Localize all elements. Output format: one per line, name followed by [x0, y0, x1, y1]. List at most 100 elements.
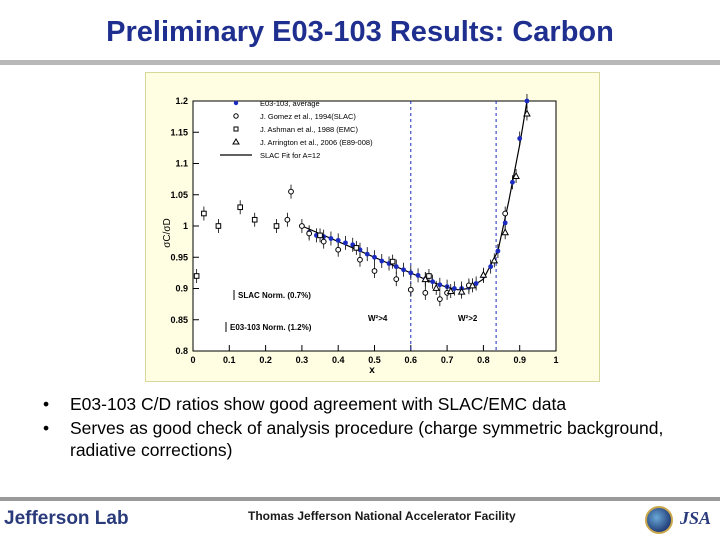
x-tick-label: 0.8 [477, 355, 490, 365]
x-tick-label: 0 [190, 355, 195, 365]
legend-label: J. Ashman et al., 1988 (EMC) [260, 125, 358, 134]
chart-annotations: SLAC Norm. (0.7%) E03-103 Norm. (1.2%) W²>… [225, 290, 478, 332]
point-slac [371, 268, 378, 274]
y-tick-label: 0.85 [170, 315, 188, 325]
legend-label: SLAC Fit for A=12 [260, 151, 320, 160]
legend-symbol [233, 126, 239, 132]
x-tick-label: 0.5 [368, 355, 381, 365]
annotation-text: W²>2 [458, 314, 478, 323]
legend-symbol [232, 138, 240, 145]
y-tick-label: 1.1 [175, 159, 188, 169]
y-tick-label: 0.8 [175, 346, 188, 356]
point-emc [389, 258, 396, 265]
point-slac [407, 286, 414, 293]
point-emc [201, 210, 207, 217]
point-slac [306, 230, 313, 237]
legend-symbol [233, 100, 239, 106]
plot-area [192, 100, 557, 352]
facility-name: Thomas Jefferson National Accelerator Fa… [248, 509, 516, 523]
bullet-item: • Serves as good check of analysis proce… [40, 417, 700, 461]
x-axis-label: x [369, 365, 375, 376]
bullet-text: Serves as good check of analysis procedu… [70, 418, 664, 460]
point-e03-103 [364, 251, 370, 257]
point-e03-103 [473, 281, 479, 286]
point-e03-103 [517, 136, 523, 141]
chart-axes [192, 100, 557, 352]
chart-legend: E03-103, average J. Gomez et al., 1994(SL… [220, 99, 373, 160]
bullet-list: • E03-103 C/D ratios show good agreement… [40, 393, 700, 463]
jsa-logo: JSA [680, 508, 712, 528]
point-e03-103 [393, 264, 399, 270]
x-tick-label: 0.6 [405, 355, 418, 365]
bullet-text: E03-103 C/D ratios show good agreement w… [70, 394, 567, 414]
point-e03-103 [451, 286, 457, 291]
point-slac [335, 246, 342, 253]
point-e03-103 [379, 258, 385, 264]
x-tick-label: 1 [553, 355, 558, 365]
point-e03-103 [510, 179, 515, 185]
legend-label: J. Gomez et al., 1994(SLAC) [260, 112, 356, 121]
carbon-ratio-chart: 0 0.1 0.2 0.3 0.4 0.5 0.6 0.7 0.8 0.9 1 0.8 0.85 0.9 0… [162, 94, 559, 376]
point-emc [426, 273, 432, 279]
point-slac [284, 216, 291, 223]
point-slac [320, 238, 327, 245]
point-e03-103 [401, 267, 406, 273]
point-emc [193, 273, 200, 279]
point-e03-103 [343, 240, 348, 246]
x-tick-label: 0.7 [441, 355, 454, 365]
x-tick-label: 0.3 [296, 355, 309, 365]
point-e89-008 [457, 287, 466, 295]
point-e89-008 [421, 275, 430, 283]
legend-symbol [233, 113, 239, 119]
point-e03-103 [408, 270, 414, 276]
doe-seal-icon [645, 506, 673, 534]
bullet-item: • E03-103 C/D ratios show good agreement… [40, 393, 700, 415]
point-emc [353, 245, 360, 251]
legend-label: E03-103, average [260, 99, 320, 108]
x-tick-label: 0.9 [513, 355, 526, 365]
point-e89-008 [432, 283, 441, 291]
y-axis-label: σC/σD [162, 218, 173, 248]
point-slac [357, 256, 363, 263]
chart-frame: 0 0.1 0.2 0.3 0.4 0.5 0.6 0.7 0.8 0.9 1 0.8 0.85 0.9 0… [145, 72, 600, 382]
annotation-text: SLAC Norm. (0.7%) [238, 291, 311, 300]
point-emc [251, 216, 258, 223]
point-e89-008 [479, 270, 488, 278]
bullet-dot: • [43, 394, 50, 414]
x-tick-label: 0.4 [332, 355, 345, 365]
point-emc [215, 223, 222, 229]
data-points [193, 94, 531, 307]
point-e89-008 [512, 171, 520, 179]
bullet-dot: • [43, 418, 50, 438]
point-e03-103 [372, 254, 377, 260]
y-tick-label: 1.2 [175, 96, 188, 106]
point-slac [422, 289, 429, 296]
y-tick-label: 1 [183, 221, 188, 231]
footer-divider [0, 497, 720, 501]
y-tick-label: 0.9 [175, 284, 188, 294]
y-tick-label: 1.15 [170, 127, 188, 137]
jefferson-lab-logo: Jefferson Lab [4, 508, 129, 529]
point-e03-103 [502, 220, 508, 226]
point-e03-103 [328, 236, 334, 241]
point-e03-103 [524, 98, 530, 104]
point-e89-008 [490, 256, 499, 264]
point-e03-103 [437, 282, 443, 288]
point-e89-008 [446, 286, 455, 294]
point-slac [299, 223, 305, 229]
title-divider [0, 60, 720, 65]
point-slac [502, 210, 509, 217]
point-e03-103 [430, 279, 435, 285]
point-e03-103 [335, 237, 341, 243]
x-tick-label: 0.2 [259, 355, 272, 365]
annotation-text: W²>4 [368, 314, 388, 323]
y-tick-label: 0.95 [170, 252, 188, 262]
point-e89-008 [468, 281, 477, 289]
point-slac [288, 188, 294, 195]
point-e03-103 [488, 264, 494, 270]
legend-label: J. Arrington et al., 2006 (E89-008) [260, 138, 373, 147]
annotation-text: E03-103 Norm. (1.2%) [230, 323, 312, 332]
point-e03-103 [495, 248, 501, 254]
point-emc [237, 204, 243, 211]
point-e03-103 [415, 272, 421, 278]
